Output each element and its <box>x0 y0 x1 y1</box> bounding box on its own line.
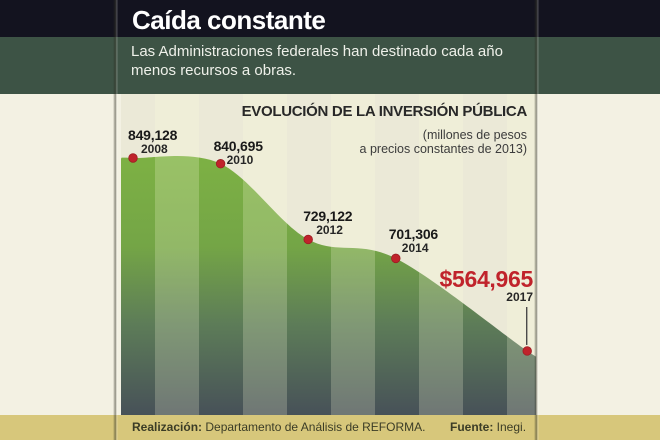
data-point-2017 <box>522 346 532 356</box>
credits-bar: Realización: Departamento de Análisis de… <box>0 415 660 440</box>
point-value: 840,695 <box>213 137 263 154</box>
point-label-2017: $564,965 2017 <box>439 267 533 304</box>
deck-text: Las Administraciones federales han desti… <box>131 43 503 79</box>
data-point-2008 <box>128 153 138 163</box>
year-stripe <box>155 94 199 415</box>
point-label-2008: 849,128 2008 <box>128 128 177 156</box>
point-value: $564,965 <box>439 266 533 292</box>
area-chart: EVOLUCIÓN DE LA INVERSIÓN PÚBLICA (millo… <box>121 94 536 415</box>
chart-unit-note-line2: a precios constantes de 2013) <box>359 142 527 156</box>
point-year: 2014 <box>401 241 429 256</box>
point-label-2010: 840,695 2010 <box>213 137 263 167</box>
point-label-2014: 701,306 2014 <box>389 227 438 255</box>
point-value: 849,128 <box>128 127 178 143</box>
point-year: 2012 <box>316 223 343 238</box>
headline-band: Caída constante <box>0 0 660 37</box>
chart-title: EVOLUCIÓN DE LA INVERSIÓN PÚBLICA <box>241 103 528 120</box>
area-series <box>121 156 536 415</box>
source-label: Fuente: <box>450 420 494 434</box>
year-stripe <box>243 94 287 415</box>
year-stripe <box>331 94 375 415</box>
point-value: 729,122 <box>303 208 353 225</box>
point-year: 2010 <box>226 152 254 167</box>
year-stripe <box>507 94 536 415</box>
chart-unit-note: (millones de pesos a precios constantes … <box>360 128 527 156</box>
realization-credit: Realización: Departamento de Análisis de… <box>132 420 425 434</box>
source-credit: Fuente: Inegi. <box>450 420 526 434</box>
page-title: Caída constante <box>132 5 326 35</box>
data-point-2010 <box>215 159 226 169</box>
source-text: Inegi. <box>493 420 527 434</box>
area-chart-canvas <box>121 94 536 415</box>
point-year: 2008 <box>141 142 168 156</box>
deck-band <box>0 37 660 94</box>
chart-unit-note-line1: (millones de pesos <box>422 128 527 142</box>
data-point-2012 <box>303 234 313 245</box>
year-stripe <box>419 94 463 415</box>
realization-label: Realización: <box>132 420 203 434</box>
data-point-2014 <box>391 253 401 264</box>
point-label-2012: 729,122 2012 <box>303 209 352 237</box>
point-year: 2017 <box>506 290 533 304</box>
point-value: 701,306 <box>388 226 439 243</box>
realization-text: Departamento de Análisis de REFORMA. <box>202 420 426 434</box>
